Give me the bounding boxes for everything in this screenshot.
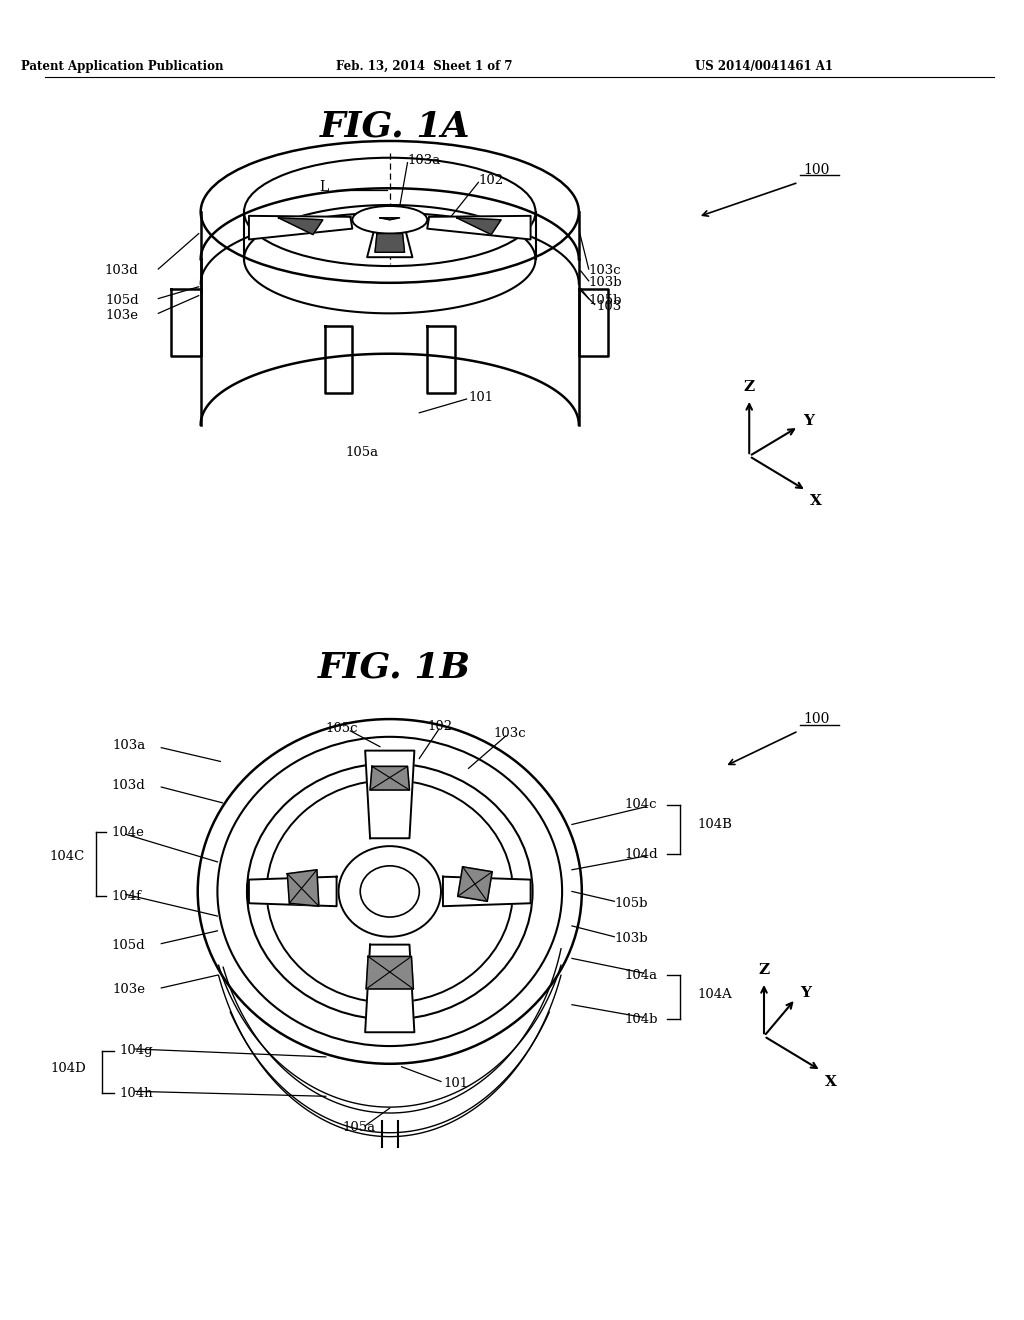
Text: Y: Y: [803, 413, 814, 428]
Text: 103b: 103b: [614, 932, 648, 945]
Text: 104e: 104e: [111, 826, 144, 838]
Polygon shape: [249, 876, 337, 907]
Polygon shape: [427, 216, 530, 239]
Polygon shape: [380, 218, 399, 219]
Text: 104a: 104a: [625, 969, 657, 982]
Text: 100: 100: [804, 162, 829, 177]
Text: 105c: 105c: [326, 722, 358, 735]
Text: Y: Y: [800, 986, 811, 999]
Text: 104D: 104D: [51, 1063, 86, 1076]
Polygon shape: [288, 870, 318, 907]
Text: 103a: 103a: [113, 739, 145, 752]
Polygon shape: [375, 234, 404, 252]
Polygon shape: [279, 218, 323, 235]
Polygon shape: [443, 876, 530, 907]
Text: Z: Z: [743, 380, 755, 395]
Text: 102: 102: [427, 721, 453, 734]
Text: 103: 103: [597, 300, 622, 313]
Text: 103c: 103c: [589, 264, 622, 277]
Text: 104f: 104f: [111, 890, 141, 903]
Text: 100: 100: [804, 711, 829, 726]
Text: 103e: 103e: [105, 309, 138, 322]
Text: 103d: 103d: [104, 264, 138, 277]
Polygon shape: [366, 751, 415, 838]
Text: 104B: 104B: [697, 818, 732, 832]
Text: FIG. 1A: FIG. 1A: [319, 110, 470, 143]
Text: 102: 102: [478, 174, 504, 187]
Text: X: X: [810, 495, 822, 508]
Text: 105d: 105d: [105, 294, 138, 308]
Text: 105a: 105a: [342, 1121, 376, 1134]
Text: 103c: 103c: [494, 727, 525, 741]
Polygon shape: [367, 957, 414, 989]
Polygon shape: [458, 867, 493, 902]
Polygon shape: [370, 767, 410, 789]
Polygon shape: [249, 216, 352, 239]
Text: 104C: 104C: [49, 850, 84, 863]
Text: 105a: 105a: [345, 446, 379, 459]
Text: L: L: [318, 181, 328, 194]
Text: US 2014/0041461 A1: US 2014/0041461 A1: [695, 59, 833, 73]
Text: 104h: 104h: [119, 1086, 153, 1100]
Text: FIG. 1B: FIG. 1B: [318, 651, 471, 685]
Text: 103e: 103e: [113, 983, 145, 997]
Text: 105b: 105b: [614, 896, 648, 909]
Text: 104d: 104d: [625, 847, 657, 861]
Text: 101: 101: [469, 391, 494, 404]
Text: Patent Application Publication: Patent Application Publication: [20, 59, 223, 73]
Text: 103d: 103d: [112, 779, 145, 792]
Text: 104b: 104b: [625, 1012, 657, 1026]
Polygon shape: [366, 945, 415, 1032]
Polygon shape: [457, 218, 501, 235]
Text: 101: 101: [444, 1077, 469, 1090]
Text: 104c: 104c: [625, 799, 656, 812]
Text: 105d: 105d: [112, 939, 145, 952]
Text: 103a: 103a: [408, 154, 440, 168]
Text: 105b: 105b: [589, 294, 623, 308]
Text: 103b: 103b: [589, 276, 623, 289]
Ellipse shape: [352, 206, 427, 234]
Text: Z: Z: [759, 964, 770, 977]
Text: 104g: 104g: [119, 1044, 153, 1057]
Text: X: X: [825, 1074, 837, 1089]
Text: 104A: 104A: [697, 989, 732, 1002]
Text: Feb. 13, 2014  Sheet 1 of 7: Feb. 13, 2014 Sheet 1 of 7: [336, 59, 512, 73]
Polygon shape: [368, 227, 413, 257]
